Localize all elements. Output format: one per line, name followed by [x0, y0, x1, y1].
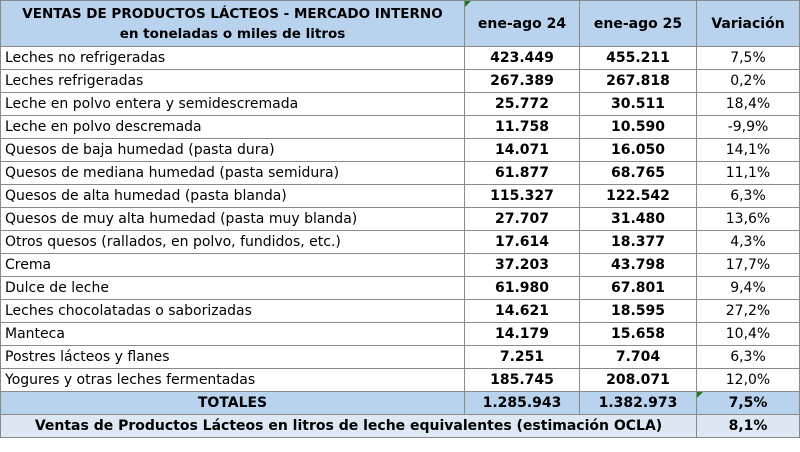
value-2025: 10.590 [579, 115, 697, 139]
product-name: Manteca [0, 322, 465, 346]
value-2024: 37.203 [464, 253, 580, 277]
table-row: Yogures y otras leches fermentadas 185.74… [0, 368, 800, 392]
value-2024: 267.389 [464, 69, 580, 93]
product-name: Leches no refrigeradas [0, 46, 465, 70]
table-row: Manteca 14.179 15.658 10,4% [0, 322, 800, 346]
variation-value: -9,9% [696, 115, 800, 139]
variation-value: 13,6% [696, 207, 800, 231]
value-2025: 16.050 [579, 138, 697, 162]
product-name: Leche en polvo entera y semidescremada [0, 92, 465, 116]
value-2024: 14.071 [464, 138, 580, 162]
table-row: Quesos de baja humedad (pasta dura) 14.07… [0, 138, 800, 162]
product-name: Leche en polvo descremada [0, 115, 465, 139]
value-2025: 7.704 [579, 345, 697, 369]
variation-value: 9,4% [696, 276, 800, 300]
value-2024: 17.614 [464, 230, 580, 254]
value-2025: 43.798 [579, 253, 697, 277]
table-row: Otros quesos (rallados, en polvo, fundid… [0, 230, 800, 254]
ocla-row: Ventas de Productos Lácteos en litros de… [0, 414, 800, 438]
product-name: Crema [0, 253, 465, 277]
variation-value: 18,4% [696, 92, 800, 116]
value-2024: 61.877 [464, 161, 580, 185]
value-2025: 30.511 [579, 92, 697, 116]
table-row: Crema 37.203 43.798 17,7% [0, 253, 800, 277]
value-2024: 14.179 [464, 322, 580, 346]
value-2024: 185.745 [464, 368, 580, 392]
value-2025: 18.377 [579, 230, 697, 254]
variation-value: 14,1% [696, 138, 800, 162]
variation-value: 0,2% [696, 69, 800, 93]
value-2024: 27.707 [464, 207, 580, 231]
table-row: Leches no refrigeradas 423.449 455.211 7,5% [0, 46, 800, 70]
ocla-variation: 8,1% [696, 414, 800, 438]
product-name: Dulce de leche [0, 276, 465, 300]
product-name: Quesos de alta humedad (pasta blanda) [0, 184, 465, 208]
variation-value: 11,1% [696, 161, 800, 185]
value-2025: 267.818 [579, 69, 697, 93]
table-row: Leches refrigeradas 267.389 267.818 0,2% [0, 69, 800, 93]
table-row: Postres lácteos y flanes 7.251 7.704 6,3% [0, 345, 800, 369]
value-2024: 115.327 [464, 184, 580, 208]
variation-value: 27,2% [696, 299, 800, 323]
value-2024: 7.251 [464, 345, 580, 369]
table-row: Leche en polvo descremada 11.758 10.590 -9,… [0, 115, 800, 139]
totals-2025: 1.382.973 [579, 391, 697, 415]
col-header-2025: ene-ago 25 [579, 0, 697, 47]
col-header-variation: Variación [696, 0, 800, 47]
variation-value: 17,7% [696, 253, 800, 277]
product-name: Quesos de muy alta humedad (pasta muy bl… [0, 207, 465, 231]
col-header-2024: ene-ago 24 [464, 0, 580, 47]
totals-row: TOTALES 1.285.943 1.382.973 7,5% [0, 391, 800, 415]
value-2024: 11.758 [464, 115, 580, 139]
variation-value: 10,4% [696, 322, 800, 346]
table-title: VENTAS DE PRODUCTOS LÁCTEOS - MERCADO IN… [0, 0, 465, 47]
value-2024: 14.621 [464, 299, 580, 323]
value-2025: 67.801 [579, 276, 697, 300]
title-line-2: en toneladas o miles de litros [119, 25, 346, 42]
variation-value: 6,3% [696, 345, 800, 369]
totals-label: TOTALES [0, 391, 465, 415]
sales-table: VENTAS DE PRODUCTOS LÁCTEOS - MERCADO IN… [0, 0, 800, 438]
table-row: Leche en polvo entera y semidescremada 25… [0, 92, 800, 116]
value-2025: 68.765 [579, 161, 697, 185]
variation-value: 6,3% [696, 184, 800, 208]
product-name: Yogures y otras leches fermentadas [0, 368, 465, 392]
ocla-label: Ventas de Productos Lácteos en litros de… [0, 414, 697, 438]
totals-variation: 7,5% [696, 391, 800, 415]
product-name: Otros quesos (rallados, en polvo, fundid… [0, 230, 465, 254]
product-name: Leches chocolatadas o saborizadas [0, 299, 465, 323]
table-row: Leches chocolatadas o saborizadas 14.621 1… [0, 299, 800, 323]
value-2025: 208.071 [579, 368, 697, 392]
table-body: Leches no refrigeradas 423.449 455.211 7,5%… [0, 46, 800, 392]
totals-2024: 1.285.943 [464, 391, 580, 415]
value-2024: 25.772 [464, 92, 580, 116]
variation-value: 7,5% [696, 46, 800, 70]
value-2024: 61.980 [464, 276, 580, 300]
table-row: Quesos de mediana humedad (pasta semidur… [0, 161, 800, 185]
product-name: Postres lácteos y flanes [0, 345, 465, 369]
table-row: Quesos de alta humedad (pasta blanda) 115… [0, 184, 800, 208]
variation-value: 12,0% [696, 368, 800, 392]
product-name: Quesos de mediana humedad (pasta semidur… [0, 161, 465, 185]
value-2025: 455.211 [579, 46, 697, 70]
title-line-1: VENTAS DE PRODUCTOS LÁCTEOS - MERCADO IN… [22, 5, 443, 22]
product-name: Quesos de baja humedad (pasta dura) [0, 138, 465, 162]
value-2025: 15.658 [579, 322, 697, 346]
variation-value: 4,3% [696, 230, 800, 254]
product-name: Leches refrigeradas [0, 69, 465, 93]
value-2025: 18.595 [579, 299, 697, 323]
value-2024: 423.449 [464, 46, 580, 70]
header-row: VENTAS DE PRODUCTOS LÁCTEOS - MERCADO IN… [0, 0, 800, 47]
value-2025: 122.542 [579, 184, 697, 208]
table-row: Dulce de leche 61.980 67.801 9,4% [0, 276, 800, 300]
table-row: Quesos de muy alta humedad (pasta muy bl… [0, 207, 800, 231]
value-2025: 31.480 [579, 207, 697, 231]
